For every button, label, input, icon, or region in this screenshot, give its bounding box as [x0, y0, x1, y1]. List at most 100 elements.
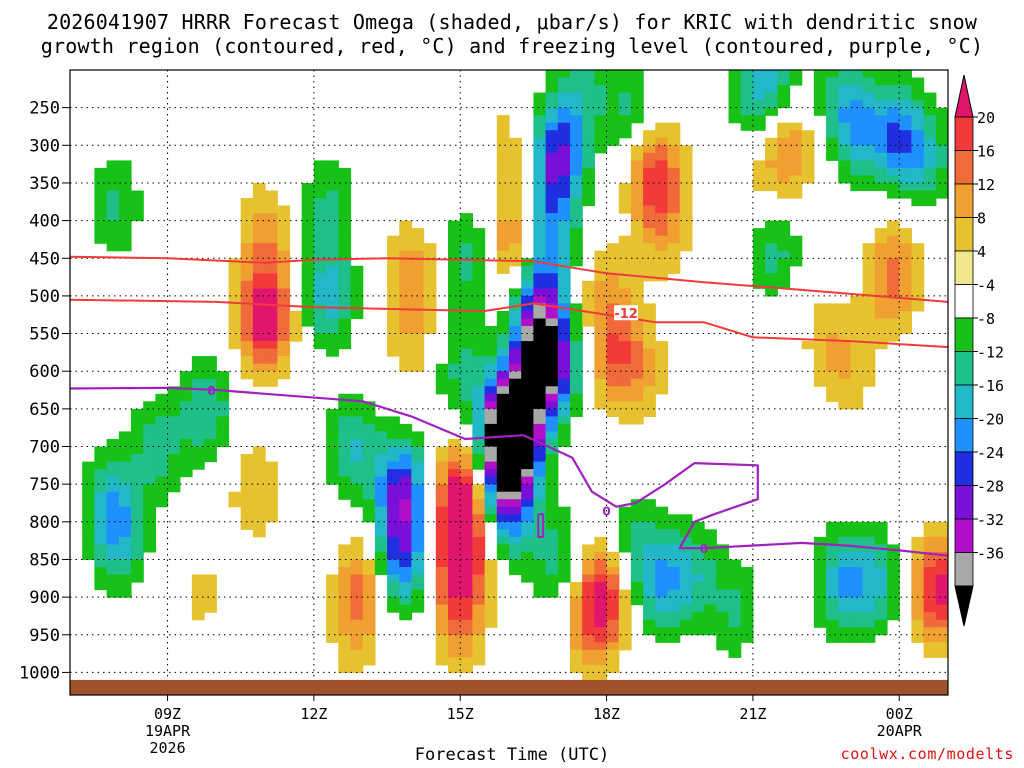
omega-cell	[374, 506, 388, 515]
omega-cell	[838, 77, 852, 86]
omega-cell	[777, 228, 791, 237]
omega-cell	[460, 416, 473, 425]
omega-cell	[594, 107, 608, 116]
omega-cell	[448, 356, 461, 365]
omega-cell	[118, 551, 132, 560]
omega-cell	[838, 160, 852, 169]
omega-cell	[362, 401, 376, 410]
omega-cell	[265, 356, 278, 365]
omega-cell	[691, 551, 705, 560]
omega-cell	[862, 604, 876, 613]
omega-cell	[338, 326, 352, 335]
omega-cell	[521, 303, 534, 312]
omega-cell	[606, 634, 620, 643]
omega-cell	[935, 160, 948, 169]
omega-cell	[923, 175, 937, 184]
omega-cell	[533, 356, 547, 365]
omega-cell	[570, 303, 583, 312]
omega-cell	[911, 597, 925, 606]
omega-cell	[813, 348, 827, 357]
omega-cell	[582, 318, 595, 327]
omega-cell	[606, 393, 620, 402]
omega-cell	[496, 551, 510, 560]
omega-cell	[448, 582, 461, 591]
omega-cell	[545, 145, 559, 154]
omega-cell	[326, 582, 339, 591]
omega-cell	[399, 295, 413, 304]
omega-cell	[118, 529, 132, 538]
omega-cell	[533, 348, 547, 357]
omega-cell	[643, 597, 656, 606]
omega-cell	[691, 567, 705, 576]
omega-cell	[387, 514, 400, 523]
omega-cell	[448, 642, 461, 651]
omega-cell	[533, 506, 547, 515]
omega-cell	[643, 619, 656, 628]
omega-cell	[594, 582, 608, 591]
omega-cell	[460, 348, 473, 357]
omega-cell	[362, 484, 376, 493]
omega-cell	[374, 416, 388, 425]
omega-cell	[606, 341, 620, 350]
omega-cell	[874, 627, 888, 636]
omega-cell	[606, 664, 620, 673]
omega-cell	[740, 115, 754, 124]
omega-cell	[862, 634, 876, 643]
omega-cell	[533, 521, 547, 530]
omega-cell	[728, 70, 742, 79]
omega-cell	[606, 401, 620, 410]
omega-cell	[399, 499, 413, 508]
omega-cell	[533, 423, 547, 432]
omega-cell	[521, 574, 534, 583]
omega-cell	[472, 657, 486, 666]
omega-cell	[752, 85, 766, 94]
omega-cell	[935, 536, 948, 545]
omega-cell	[545, 454, 559, 463]
omega-cell	[606, 265, 620, 274]
omega-cell	[411, 311, 425, 320]
omega-cell	[484, 326, 498, 335]
omega-cell	[630, 235, 644, 244]
omega-cell	[448, 393, 461, 402]
omega-cell	[399, 341, 413, 350]
omega-cell	[582, 551, 595, 560]
omega-cell	[509, 213, 522, 222]
omega-cell	[850, 311, 864, 320]
omega-cell	[460, 536, 473, 545]
omega-cell	[667, 228, 681, 237]
omega-cell	[667, 536, 681, 545]
omega-cell	[521, 484, 534, 493]
omega-cell	[301, 228, 315, 237]
omega-cell	[923, 612, 937, 621]
omega-cell	[240, 235, 254, 244]
omega-cell	[606, 378, 620, 387]
omega-cell	[131, 423, 144, 432]
omega-cell	[789, 235, 803, 244]
omega-cell	[131, 408, 144, 417]
omega-cell	[533, 529, 547, 538]
omega-cell	[557, 92, 571, 101]
omega-cell	[509, 544, 522, 553]
omega-cell	[545, 326, 559, 335]
omega-cell	[838, 167, 852, 176]
omega-cell	[752, 107, 766, 116]
omega-cell	[618, 371, 632, 380]
x-tick-label: 09Z	[154, 705, 181, 723]
omega-cell	[387, 476, 400, 485]
credit-link[interactable]: coolwx.com/modelts	[840, 745, 1014, 763]
omega-cell	[399, 423, 413, 432]
omega-cell	[313, 326, 327, 335]
omega-cell	[448, 348, 461, 357]
omega-cell	[606, 250, 620, 259]
omega-cell	[143, 529, 156, 538]
omega-cell	[911, 100, 925, 109]
omega-cell	[643, 551, 656, 560]
omega-cell	[777, 77, 791, 86]
omega-cell	[728, 612, 742, 621]
colorbar-swatch	[954, 384, 974, 419]
omega-cell	[643, 326, 656, 335]
omega-cell	[777, 235, 791, 244]
omega-cell	[155, 401, 169, 410]
omega-cell	[411, 341, 425, 350]
omega-cell	[850, 175, 864, 184]
